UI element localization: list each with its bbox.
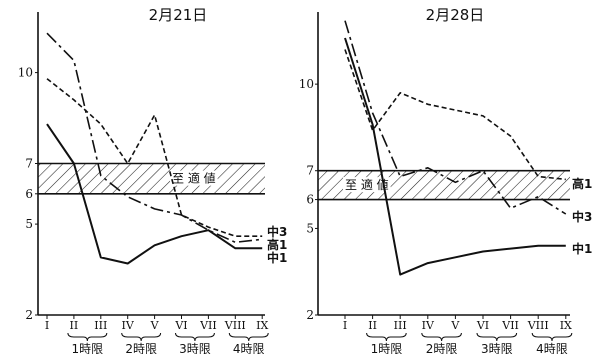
x-tick-label: III: [94, 319, 107, 332]
period-label: 1時限: [371, 342, 403, 354]
x-tick-label: V: [150, 319, 160, 332]
period-label: 4時限: [536, 342, 568, 354]
y-tick-label: 5: [25, 217, 33, 231]
period-brace: [121, 332, 162, 342]
period-brace: [531, 332, 573, 342]
x-tick-label: VI: [174, 319, 187, 332]
x-tick-label: I: [343, 319, 347, 332]
series-label: 中3: [572, 209, 592, 224]
period-label: 1時限: [72, 342, 104, 354]
x-tick-label: III: [394, 319, 407, 332]
y-tick-label: 2: [306, 308, 314, 322]
x-tick-label: VIII: [527, 319, 549, 332]
band-label: 至 適 値: [345, 177, 389, 192]
series-line: [344, 49, 566, 181]
period-label: 2時限: [426, 342, 458, 354]
y-tick-label: 5: [306, 221, 314, 235]
period-brace: [228, 332, 269, 342]
y-tick-label: 7: [306, 164, 314, 178]
period-brace: [366, 332, 407, 342]
period-label: 3時限: [179, 342, 211, 354]
y-tick-label: 6: [306, 193, 314, 207]
series-line: [344, 37, 566, 276]
x-tick-label: II: [70, 319, 79, 332]
x-tick-label: IX: [560, 319, 572, 332]
x-tick-label: VI: [476, 319, 489, 332]
series-label: 中3: [267, 224, 287, 239]
x-tick-label: VII: [501, 319, 519, 332]
chart-title: 2月28日: [426, 6, 485, 24]
y-tick-label: 10: [18, 66, 33, 80]
band-label-background: [343, 177, 391, 193]
series-label: 高1: [267, 237, 287, 252]
x-tick-label: IV: [422, 319, 435, 332]
series-line: [344, 20, 567, 215]
x-tick-label: VII: [199, 319, 217, 332]
x-tick-label: VIII: [224, 319, 246, 332]
x-tick-label: V: [450, 319, 460, 332]
y-tick-label: 6: [25, 187, 33, 201]
x-tick-label: IV: [122, 319, 135, 332]
period-label: 4時限: [233, 342, 265, 354]
x-tick-label: II: [368, 319, 377, 332]
period-brace: [175, 332, 215, 342]
period-brace: [421, 332, 462, 342]
optimal-band: [38, 163, 265, 194]
x-tick-label: I: [45, 319, 49, 332]
series-label: 中1: [572, 241, 592, 256]
series-line: [46, 78, 263, 237]
y-tick-label: 2: [25, 308, 33, 322]
band-label: 至 適 値: [172, 171, 216, 186]
chart-title: 2月21日: [149, 6, 208, 24]
y-tick-label: 10: [299, 77, 314, 91]
period-brace: [476, 332, 518, 342]
series-line: [46, 32, 263, 244]
series-label: 高1: [572, 176, 592, 191]
series-label: 中1: [267, 250, 287, 265]
band-label-background: [170, 170, 218, 186]
y-tick-label: 7: [25, 157, 33, 171]
period-label: 3時限: [481, 342, 513, 354]
period-label: 2時限: [125, 342, 157, 354]
period-brace: [67, 332, 108, 342]
x-tick-label: IX: [256, 319, 268, 332]
